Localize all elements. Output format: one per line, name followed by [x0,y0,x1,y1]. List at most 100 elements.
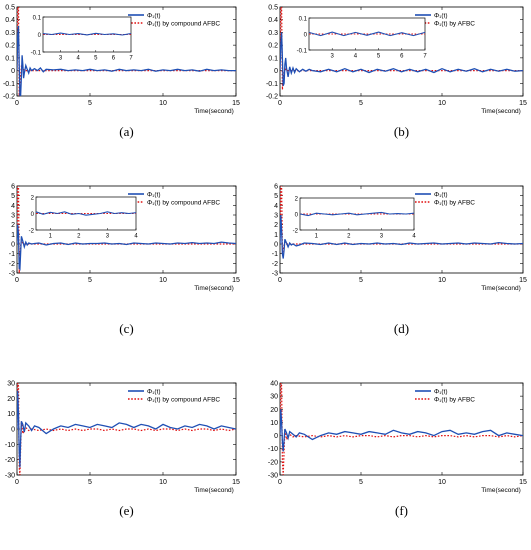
series-line-phi1 [280,32,523,87]
x-tick-label: 10 [438,100,446,107]
inset-x-tick-label: 3 [106,234,110,240]
y-tick-label: 0.3 [268,30,278,37]
inset-x-tick-label: 2 [347,234,351,240]
series-line-afbc [280,383,523,475]
y-tick-label: -20 [268,459,278,466]
x-tick-label: 0 [15,479,19,486]
y-tick-label: 6 [11,184,15,191]
y-tick-label: 0.2 [268,43,278,50]
inset-y-tick-label: 0 [31,212,35,218]
inset-x-tick-label: 1 [315,234,319,240]
x-tick-label: 15 [519,277,527,284]
x-tick-label: 0 [278,479,282,486]
y-tick-label: -30 [5,473,15,480]
x-tick-label: 10 [438,479,446,486]
y-tick-label: -2 [9,261,15,268]
panel-caption: (a) [119,124,133,139]
y-tick-label: 0.3 [5,30,15,37]
legend-label-phi1: Φ₁(t) [434,13,448,20]
inset-y-tick-label: 0 [38,33,42,39]
legend-label-afbc: Φ₁(t) by AFBC [434,21,475,28]
inset-frame [35,196,137,231]
x-tick-label: 15 [519,479,527,486]
series-line-phi1 [280,409,523,452]
panel-caption: (d) [394,321,409,336]
inset-series-phi1 [35,211,137,216]
y-tick-label: 0.5 [5,5,15,12]
series-line-phi1 [280,214,523,259]
inset-y-tick-label: -0.1 [297,48,308,54]
inset-x-tick-label: 4 [134,234,138,240]
x-tick-label: 0 [278,100,282,107]
series-line-phi1 [17,224,236,271]
y-tick-label: -1 [272,251,278,258]
legend-label-phi1: Φ₁(t) [434,389,448,396]
y-tick-label: -0.1 [3,81,15,88]
y-tick-label: -0.2 [3,94,15,101]
inset-x-tick-label: 6 [400,54,404,60]
y-tick-label: 3 [274,213,278,220]
x-tick-label: 10 [159,100,167,107]
panel-caption: (c) [119,321,133,336]
y-tick-label: -3 [272,271,278,278]
y-tick-label: -10 [5,442,15,449]
inset-x-tick-label: 5 [94,56,98,62]
inset-series-phi1 [308,31,426,37]
legend: Φ₁(t)Φ₁(t) by compound AFBC [128,389,220,404]
inset-x-tick-label: 1 [49,234,53,240]
y-tick-label: 10 [7,411,15,418]
y-tick-label: 5 [11,193,15,200]
x-axis-label: Time(second) [194,487,234,494]
inset-y-tick-label: -2 [293,228,299,234]
series-line-afbc [17,186,236,273]
y-tick-label: 40 [270,381,278,388]
x-axis-label: Time(second) [194,285,234,292]
y-tick-label: 6 [274,184,278,191]
y-tick-label: 1 [274,232,278,239]
y-tick-label: 10 [270,420,278,427]
x-tick-label: 10 [159,277,167,284]
plot-frame [279,382,524,476]
x-tick-label: 0 [15,100,19,107]
inset-plot: -2 0 2 1 2 3 4 [293,196,417,239]
y-tick-label: -30 [268,473,278,480]
inset-x-tick-label: 3 [59,56,63,62]
x-axis-label: Time(second) [481,487,521,494]
y-tick-label: 0.2 [5,43,15,50]
legend-label-afbc: Φ₁(t) by compound AFBC [147,21,220,28]
x-tick-label: 5 [359,100,363,107]
y-tick-label: 0 [274,433,278,440]
x-tick-label: 5 [359,479,363,486]
y-tick-label: 0 [11,68,15,75]
legend: Φ₁(t)Φ₁(t) by AFBC [415,389,475,404]
y-tick-label: 0.4 [5,17,15,24]
inset-y-tick-label: 0 [304,32,308,38]
inset-x-tick-label: 5 [377,54,381,60]
inset-x-tick-label: 6 [112,56,116,62]
panel-caption: (e) [119,503,133,518]
inset-y-tick-label: -0.1 [31,50,42,56]
series-line-phi1 [17,26,236,96]
x-tick-label: 0 [15,277,19,284]
x-tick-label: 5 [88,479,92,486]
legend-label-phi1: Φ₁(t) [434,192,448,199]
x-axis-label: Time(second) [194,108,234,115]
y-tick-label: 20 [7,396,15,403]
y-tick-label: 30 [270,394,278,401]
x-tick-label: 0 [278,277,282,284]
inset-plot: -0.1 0 0.1 3 4 5 6 7 [31,15,134,61]
y-tick-label: 0.1 [5,55,15,62]
y-tick-label: 0.4 [268,17,278,24]
y-tick-label: -0.2 [266,94,278,101]
inset-x-tick-label: 4 [412,234,416,240]
y-tick-label: 2 [274,222,278,229]
inset-x-tick-label: 2 [77,234,81,240]
inset-x-tick-label: 3 [380,234,384,240]
inset-x-tick-label: 4 [354,54,358,60]
inset-y-tick-label: 0 [295,212,299,218]
